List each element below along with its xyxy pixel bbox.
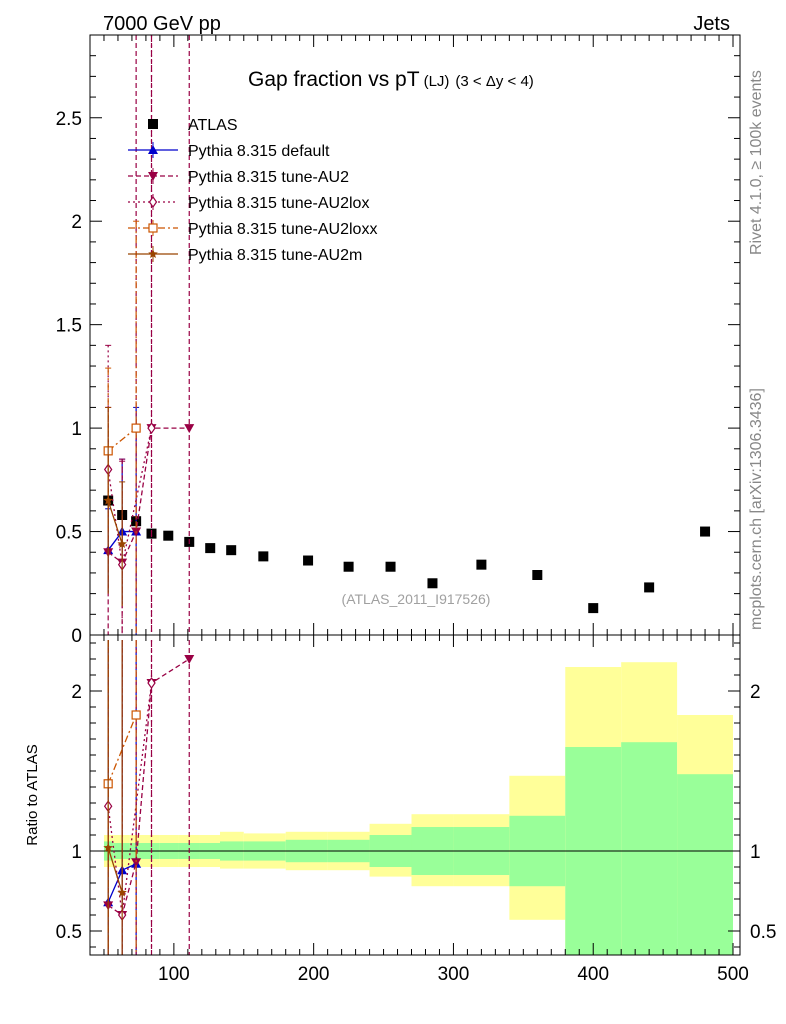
data-point-atlas	[532, 570, 543, 580]
legend-label: Pythia 8.315 default	[188, 143, 330, 160]
data-point	[147, 422, 156, 435]
legend-marker	[148, 249, 158, 258]
x-tick-label: 200	[298, 964, 330, 985]
ratio-point	[131, 858, 142, 868]
ratio-point	[103, 842, 113, 852]
ratio-band-green	[621, 742, 678, 955]
legend-marker	[148, 145, 158, 154]
watermark: (ATLAS_2011_I917526)	[342, 591, 491, 607]
legend-label: Pythia 8.315 tune-AU2lox	[188, 195, 369, 212]
rivet-label: Rivet 4.1.0, ≥ 100k events	[748, 70, 765, 255]
source-label: mcplots.cern.ch [arXiv:1306.3436]	[748, 388, 765, 630]
legend-label: Pythia 8.315 tune-AU2m	[188, 247, 362, 264]
legend-marker	[148, 119, 158, 129]
ratio-band-green	[677, 774, 734, 955]
ratio-line	[107, 847, 123, 893]
main-y-tick-label: 0.5	[56, 523, 82, 544]
legend: ATLAS Pythia 8.315 default Pythia 8.315 tu…	[128, 117, 377, 264]
ratio-line	[107, 658, 190, 917]
data-point-atlas	[385, 561, 396, 572]
main-panel: 0.5 1 1.5 2 2.5 0	[56, 34, 741, 647]
main-y-tick-label: 2	[71, 212, 82, 233]
ratio-y-tick-label-right: 0.5	[750, 922, 776, 943]
x-tick-label: 300	[438, 964, 470, 985]
data-point-atlas	[700, 526, 711, 537]
main-y-tick-label: 1.5	[56, 316, 82, 337]
series-line	[107, 427, 137, 452]
ratio-series-2	[103, 640, 195, 955]
ratio-y-tick-label-left: 1	[71, 842, 82, 863]
data-point-atlas	[226, 545, 237, 556]
data-point	[103, 495, 113, 505]
series-5	[103, 406, 127, 607]
data-point	[184, 424, 195, 434]
data-point-atlas	[427, 578, 438, 589]
data-point-atlas	[205, 543, 216, 554]
legend-marker	[148, 223, 158, 233]
series-line	[107, 500, 123, 545]
legend-label: Pythia 8.315 tune-AU2loxx	[188, 221, 377, 238]
ratio-point	[131, 710, 141, 720]
x-tick-label: 100	[158, 964, 190, 985]
ratio-point	[147, 676, 156, 690]
data-point-atlas	[588, 603, 599, 614]
data-point-atlas	[644, 582, 655, 593]
data-point-atlas	[476, 559, 487, 570]
legend-marker	[148, 195, 158, 209]
ratio-series-5	[103, 640, 127, 955]
ratio-line	[107, 682, 153, 916]
ratio-point	[184, 655, 195, 664]
data-point-atlas	[303, 555, 314, 566]
ratio-ylabel: Ratio to ATLAS	[24, 744, 41, 845]
chart-title: Gap fraction vs pT (LJ) (3 < Δy < 4)	[248, 68, 534, 91]
ratio-frame	[89, 634, 741, 956]
main-y-tick-label: 0	[71, 626, 82, 647]
ratio-y-tick-label-left: 2	[71, 682, 82, 703]
ratio-y-tick-label-right: 1	[750, 842, 761, 863]
header-left: 7000 GeV pp	[103, 13, 221, 35]
data-point-atlas	[343, 561, 354, 572]
data-point	[131, 423, 141, 433]
ratio-panel: 0.5 0.5 1 1 2 2	[56, 634, 776, 956]
ratio-y-tick-label-left: 0.5	[56, 922, 82, 943]
main-y-tick-label: 2.5	[56, 109, 82, 130]
main-y-tick-label: 1	[71, 419, 82, 440]
legend-label: Pythia 8.315 tune-AU2	[188, 169, 349, 186]
data-point-atlas	[258, 551, 269, 562]
ratio-point	[117, 887, 127, 897]
ratio-y-tick-label-right: 2	[750, 682, 761, 703]
ratio-line	[107, 714, 137, 785]
header-right: Jets	[693, 13, 730, 35]
data-point-atlas	[163, 530, 174, 541]
series-line	[107, 427, 153, 565]
x-tick-label: 400	[577, 964, 609, 985]
x-tick-labels: 100 200 300 400 500	[158, 964, 749, 985]
data-point	[117, 539, 127, 548]
legend-label: ATLAS	[188, 117, 238, 134]
x-tick-label: 500	[717, 964, 749, 985]
legend-marker	[148, 172, 158, 181]
